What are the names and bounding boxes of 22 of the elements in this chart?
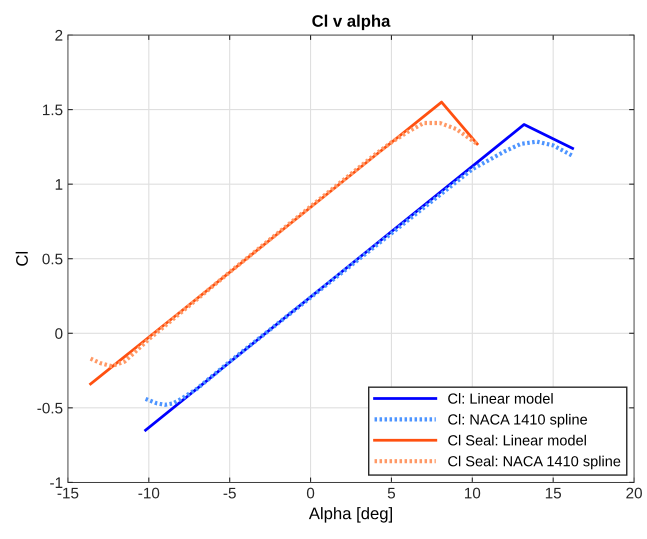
y-tick-label: 2 (55, 30, 62, 41)
x-tick-label: -15 (58, 488, 78, 498)
y-tick-label: 1.5 (43, 104, 62, 116)
y-tick-label: -1 (50, 477, 62, 488)
chart-title: Cl v alpha (312, 14, 390, 30)
y-tick-label: 0 (55, 328, 62, 339)
legend-label: Cl: Linear model (448, 393, 553, 404)
x-tick-label: -5 (224, 488, 236, 498)
x-tick-label: 20 (626, 488, 642, 498)
x-tick-label: 5 (388, 488, 396, 498)
x-tick-label: 10 (464, 488, 480, 498)
y-axis-title: Cl (16, 252, 28, 266)
x-tick-label: 15 (546, 488, 562, 498)
y-tick-label: -0.5 (37, 402, 62, 414)
legend-label: Cl Seal: Linear model (448, 434, 586, 446)
y-tick-label: 1 (56, 179, 62, 190)
y-tick-label: 0.5 (42, 254, 62, 264)
x-tick-label: 0 (306, 488, 314, 498)
legend-label: Cl Seal: NACA 1410 spline (448, 456, 620, 470)
x-axis-title: Alpha [deg] (308, 507, 392, 523)
legend-label: Cl: NACA 1410 spline (448, 414, 588, 428)
x-tick-label: -10 (138, 488, 160, 498)
